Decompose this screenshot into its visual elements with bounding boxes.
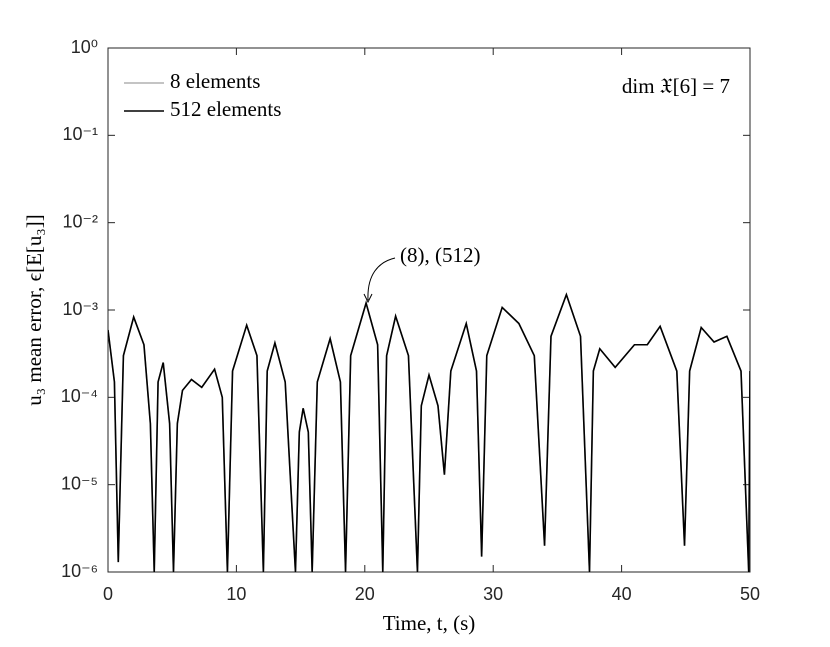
legend-label: 512 elements (170, 97, 281, 121)
y-tick-label: 10⁻¹ (62, 124, 98, 144)
annotation-arrowhead (363, 293, 373, 304)
y-axis-label: u₃ mean error, ϵ[E[u₃]] (22, 214, 46, 405)
x-tick-label: 40 (612, 584, 632, 604)
y-tick-label: 10⁻⁶ (61, 561, 98, 581)
y-tick-label: 10⁻² (62, 211, 98, 231)
x-tick-label: 30 (483, 584, 503, 604)
y-tick-label: 10⁻³ (62, 299, 98, 319)
legend-label: 8 elements (170, 69, 260, 93)
y-tick-label: 10⁻⁵ (61, 473, 98, 493)
plot-area (107, 47, 751, 573)
annotation: dim 𝔛[6] = 7 (622, 74, 730, 98)
series-line (108, 292, 750, 572)
plot-lines (108, 292, 750, 572)
annotation: (8), (512) (400, 243, 480, 267)
x-tick-label: 10 (226, 584, 246, 604)
x-tick-label: 20 (355, 584, 375, 604)
x-tick-label: 0 (103, 584, 113, 604)
x-tick-label: 50 (740, 584, 760, 604)
y-tick-label: 10⁰ (71, 37, 98, 57)
y-tick-label: 10⁻⁴ (61, 386, 98, 406)
x-axis-label: Time, t, (s) (383, 611, 476, 635)
annotation-arrow (367, 257, 396, 301)
